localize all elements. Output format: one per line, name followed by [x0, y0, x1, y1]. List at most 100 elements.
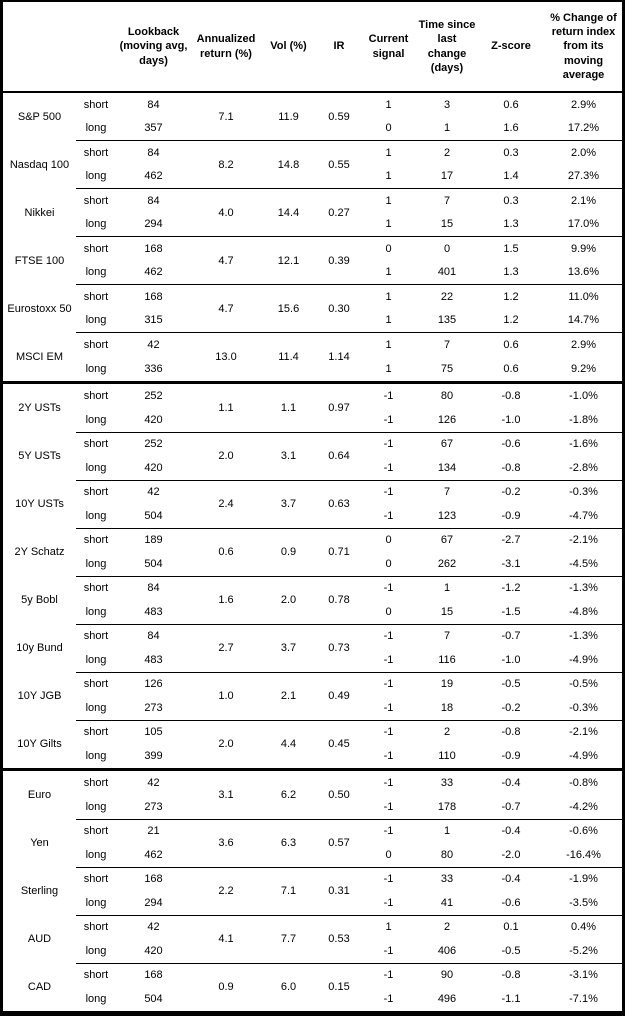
asset-row-long: long 420 -1 406 -0.5 -5.2%	[3, 939, 624, 963]
leg-cell-short: short	[76, 431, 116, 457]
z-score-cell: 0.3	[479, 140, 543, 165]
current-signal-cell: 0	[385, 122, 392, 135]
asset-name-cell: Euro	[3, 768, 76, 820]
lookback-cell: 399	[144, 749, 163, 762]
z-score-cell: -2.0	[501, 848, 521, 861]
time-since-cell: 126	[437, 413, 457, 426]
asset-row-short: 10y Bund short 84 2.7 3.7 0.73 -1 7 -0.7 -1.3%	[3, 623, 624, 673]
pct-change-cell: 2.9%	[570, 98, 597, 111]
time-since-cell: 3	[443, 98, 451, 111]
current-signal-cell: 0	[385, 557, 392, 570]
asset-name-cell: 2Y USTs	[3, 380, 76, 433]
asset-row-long: long 294 1 15 1.3 17.0%	[3, 213, 624, 237]
vol-cell: 11.9	[278, 110, 299, 123]
lookback-cell: 42	[116, 332, 191, 357]
time-since-cell: 134	[437, 461, 457, 474]
lookback-cell: 294	[144, 896, 163, 909]
time-since-cell: 123	[437, 509, 457, 522]
pct-change-cell: 17.2%	[567, 122, 600, 135]
table-body: S&P 500 short 84 7.1 11.9 0.59 1 3 0.6 2.9% long 35…	[3, 92, 624, 1011]
z-score-cell: -3.1	[501, 557, 521, 570]
time-since-cell: 2	[415, 719, 479, 745]
time-since-cell: 90	[415, 962, 479, 988]
lookback-cell: 168	[116, 284, 191, 309]
asset-row-long: long 483 0 15 -1.5 -4.8%	[3, 600, 624, 624]
annualized-return-cell: 2.2	[191, 866, 261, 916]
current-signal-cell: -1	[383, 800, 394, 813]
current-signal-cell: 0	[362, 236, 415, 261]
asset-name-cell: Eurostoxx 50	[7, 302, 72, 315]
current-signal-cell: 1	[362, 140, 415, 165]
pct-change-cell: -3.5%	[569, 896, 598, 909]
z-score-cell: 0.6	[503, 362, 519, 375]
vol-cell: 12.1	[261, 236, 316, 285]
leg-cell-short: short	[83, 98, 109, 111]
z-score-cell: -0.8	[479, 962, 543, 988]
column-header-zscore: Z-score	[479, 2, 543, 93]
vol-cell: 14.4	[261, 188, 316, 237]
asset-row-short: 10Y JGB short 126 1.0 2.1 0.49 -1 19 -0.5 -0.5%	[3, 671, 624, 721]
annualized-return-cell: 0.9	[191, 962, 261, 1011]
annualized-return-cell: 1.1	[191, 380, 261, 433]
current-signal-cell: 1	[385, 362, 392, 375]
lookback-cell: 42	[116, 768, 191, 796]
asset-name-cell: CAD	[27, 981, 52, 993]
leg-cell-short: short	[76, 623, 116, 649]
leg-cell-long: long	[85, 218, 107, 231]
pct-change-cell: -3.1%	[543, 962, 624, 988]
ir-cell: 0.15	[316, 962, 362, 1011]
annualized-return-cell: 4.1	[191, 914, 261, 964]
asset-name-cell: 10Y USTs	[15, 497, 64, 510]
time-since-cell: 178	[437, 800, 457, 813]
lookback-cell: 483	[144, 653, 163, 666]
asset-row-short: Nikkei short 84 4.0 14.4 0.27 1 7 0.3 2.1%	[3, 188, 624, 237]
pct-change-cell: 27.3%	[567, 170, 600, 183]
annualized-return-cell: 1.6	[191, 575, 261, 625]
annualized-return-cell: 4.0	[191, 188, 261, 237]
asset-row-short: 2Y Schatz short 189 0.6 0.9 0.71 0 67 -2.7 -2.1%	[3, 527, 624, 577]
pct-change-cell: 2.1%	[543, 188, 624, 213]
lookback-cell: 420	[144, 413, 163, 426]
lookback-cell: 462	[144, 848, 163, 861]
table-header: Lookback (moving avg, days) Annualized re…	[3, 2, 624, 93]
time-since-cell: 15	[440, 605, 454, 618]
asset-name-cell: 5y Bobl	[21, 593, 58, 606]
current-signal-cell: -1	[383, 896, 394, 909]
lookback-cell: 126	[116, 671, 191, 697]
current-signal-cell: 1	[362, 914, 415, 940]
lookback-cell: 42	[116, 479, 191, 505]
z-score-cell: -1.0	[501, 653, 521, 666]
asset-row-long: long 420 -1 126 -1.0 -1.8%	[3, 408, 624, 432]
annualized-return-cell: 3.1	[191, 768, 261, 820]
asset-name-cell: FTSE 100	[14, 254, 65, 267]
current-signal-cell: -1	[362, 575, 415, 601]
pct-change-cell: -1.3%	[543, 575, 624, 601]
ir-cell: 0.57	[316, 818, 362, 868]
annualized-return-cell: 1.0	[191, 671, 261, 721]
lookback-cell: 462	[144, 266, 163, 279]
pct-change-cell: 2.0%	[543, 140, 624, 165]
pct-change-cell: -1.9%	[543, 866, 624, 892]
pct-change-cell: -2.1%	[543, 719, 624, 745]
time-since-cell: 22	[415, 284, 479, 309]
leg-cell-long: long	[85, 701, 107, 714]
z-score-cell: -1.5	[501, 605, 521, 618]
leg-cell-long: long	[85, 848, 107, 861]
leg-cell-short: short	[76, 914, 116, 940]
annualized-return-cell: 2.0	[191, 431, 261, 481]
z-score-cell: 1.5	[479, 236, 543, 261]
lookback-cell: 294	[144, 218, 163, 231]
time-since-cell: 110	[438, 749, 456, 762]
current-signal-cell: -1	[383, 701, 394, 714]
time-since-cell: 7	[415, 623, 479, 649]
z-score-cell: 0.1	[479, 914, 543, 940]
lookback-cell: 168	[116, 236, 191, 261]
z-score-cell: -0.2	[479, 479, 543, 505]
pct-change-cell: -4.7%	[569, 509, 598, 522]
ir-cell: 0.63	[316, 479, 362, 529]
current-signal-cell: -1	[362, 768, 415, 796]
lookback-cell: 273	[144, 701, 163, 714]
annualized-return-cell: 13.0	[191, 332, 261, 383]
lookback-cell: 84	[116, 140, 191, 165]
asset-row-long: long 336 1 75 0.6 9.2%	[3, 357, 624, 383]
